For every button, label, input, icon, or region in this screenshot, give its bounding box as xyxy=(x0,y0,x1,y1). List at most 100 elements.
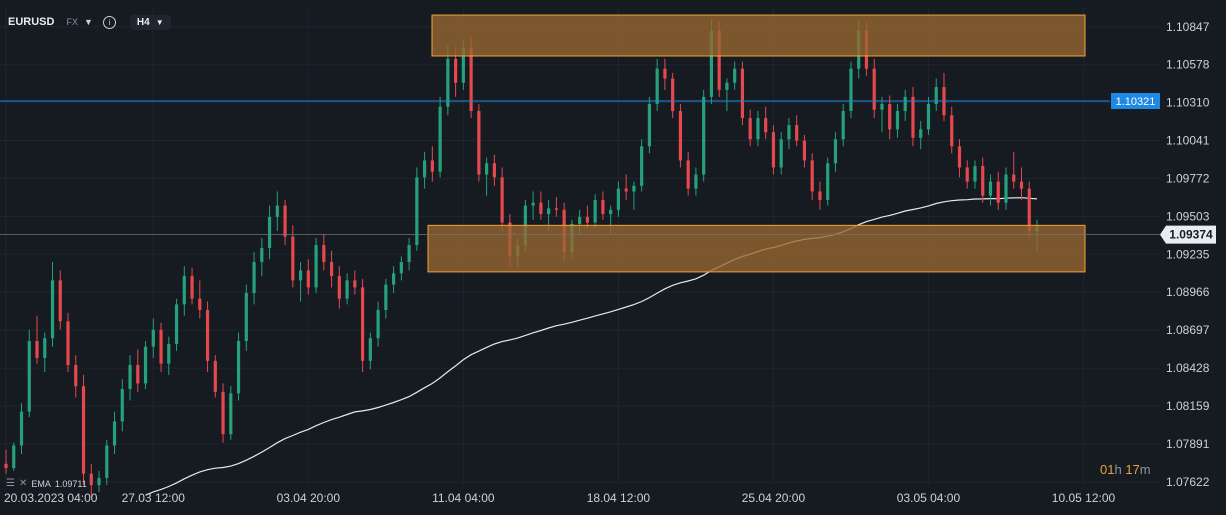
candle xyxy=(911,96,915,138)
candle xyxy=(957,146,962,168)
candle xyxy=(477,111,481,175)
ema-line xyxy=(145,197,1038,496)
candle xyxy=(547,208,551,215)
symbol-dropdown-icon[interactable]: ▼ xyxy=(83,17,93,27)
timeframe-selector[interactable]: H4 ▼ xyxy=(129,14,171,30)
candle xyxy=(950,115,954,147)
price-tick-label: 1.08159 xyxy=(1166,399,1210,413)
candle xyxy=(438,106,442,172)
indicator-value: 1.09711 xyxy=(54,478,87,489)
candle xyxy=(298,270,303,281)
candle xyxy=(314,245,318,288)
candle xyxy=(182,276,186,305)
candle xyxy=(50,280,55,339)
price-tick-label: 1.10578 xyxy=(1166,58,1210,72)
candle xyxy=(647,103,652,147)
candle-countdown: 01h 17m xyxy=(1100,462,1151,477)
candle xyxy=(694,174,698,189)
ema-curve xyxy=(145,197,1038,496)
candle xyxy=(624,188,628,192)
candle xyxy=(275,205,279,217)
resistance-zone[interactable] xyxy=(431,14,1086,57)
candle xyxy=(500,177,504,223)
candle xyxy=(236,341,241,394)
horizontal-line-tag xyxy=(1111,93,1160,110)
candle xyxy=(965,167,969,182)
price-tick-label: 1.10041 xyxy=(1166,134,1210,148)
candle xyxy=(771,132,776,168)
candle xyxy=(872,68,876,110)
candle xyxy=(539,202,543,215)
zones[interactable] xyxy=(427,14,1086,273)
candle xyxy=(205,310,210,361)
horizontal-line-label: 1.10321 xyxy=(1116,96,1156,108)
candle xyxy=(671,78,675,112)
candle xyxy=(702,96,706,175)
candle xyxy=(128,365,132,390)
candle xyxy=(895,111,900,130)
candle xyxy=(469,47,473,112)
info-icon[interactable]: i xyxy=(102,15,116,29)
candle xyxy=(407,245,411,263)
candle xyxy=(120,389,124,422)
candle xyxy=(756,118,760,140)
candle xyxy=(345,280,349,299)
current-price-tag xyxy=(1160,225,1216,244)
candle xyxy=(151,329,155,347)
candle xyxy=(260,247,264,263)
candle xyxy=(461,47,465,83)
candle xyxy=(446,58,450,107)
timeframe-label: H4 xyxy=(136,16,150,28)
candle xyxy=(826,163,830,200)
candle xyxy=(833,139,838,164)
indicator-legend: ☰ ✕ EMA 1.09711 xyxy=(6,478,87,489)
price-axis[interactable]: 1.10847 1.10578 1.10310 1.10041 1.09772 1.095… xyxy=(1166,20,1210,489)
candle xyxy=(376,310,380,339)
price-tick-label: 1.10310 xyxy=(1166,96,1210,110)
time-tick-label: 11.04 04:00 xyxy=(432,491,495,505)
settings-icon[interactable]: ☰ xyxy=(6,478,15,489)
chart-toolbar: EURUSD FX ▼ i H4 ▼ xyxy=(8,12,171,32)
candle xyxy=(244,293,248,342)
candle xyxy=(678,111,683,161)
candle xyxy=(136,365,140,384)
candle xyxy=(578,216,582,224)
price-tick-label: 1.08966 xyxy=(1166,285,1210,299)
candle xyxy=(66,321,70,366)
candle xyxy=(252,262,256,294)
candle xyxy=(329,262,334,277)
candle xyxy=(198,298,202,311)
candle xyxy=(1004,174,1008,203)
candle xyxy=(74,365,78,387)
candle xyxy=(4,463,8,469)
candle xyxy=(934,87,938,104)
candle xyxy=(717,30,721,90)
candle xyxy=(988,181,993,196)
time-tick-label: 18.04 12:00 xyxy=(587,491,651,505)
candle xyxy=(787,125,791,140)
time-axis[interactable]: 20.03.2023 04:00 27.03 12:00 03.04 20:00 11… xyxy=(4,491,1116,505)
candle xyxy=(616,188,620,210)
candle xyxy=(554,208,558,210)
candle xyxy=(35,341,39,358)
countdown-hours: 01 xyxy=(1100,462,1115,477)
time-tick-label: 20.03.2023 04:00 xyxy=(4,491,98,505)
candle xyxy=(291,236,295,281)
candle xyxy=(43,338,47,358)
symbol-label[interactable]: EURUSD xyxy=(8,16,55,28)
candle xyxy=(779,139,783,168)
candle xyxy=(143,346,148,384)
candle xyxy=(89,473,93,485)
candle xyxy=(391,273,396,285)
close-icon[interactable]: ✕ xyxy=(18,478,28,489)
support-zone[interactable] xyxy=(427,224,1086,273)
current-price-label: 1.09374 xyxy=(1169,228,1213,242)
candle xyxy=(19,411,24,446)
candle xyxy=(384,284,388,311)
candle xyxy=(167,343,171,364)
time-tick-label: 03.04 20:00 xyxy=(277,491,341,505)
candle xyxy=(454,58,458,83)
candle xyxy=(748,118,752,140)
candle xyxy=(725,82,729,90)
